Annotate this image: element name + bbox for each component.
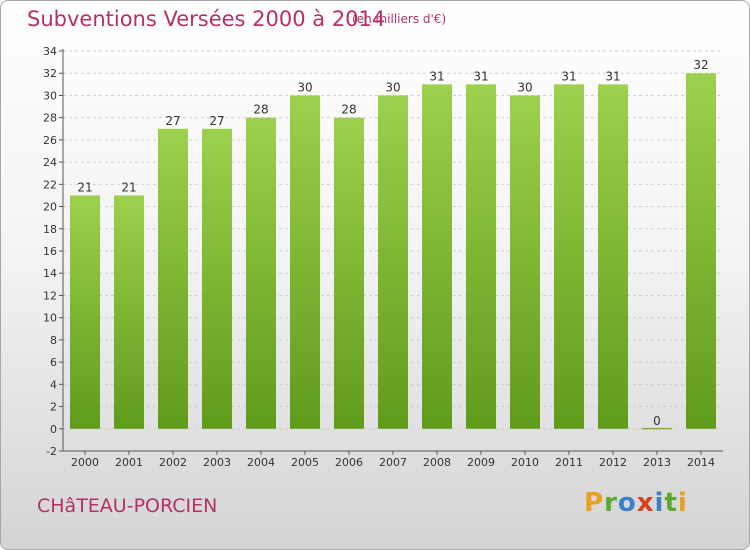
x-tick-label-2014: 2014 <box>687 456 715 469</box>
y-tick-label: 30 <box>43 89 57 102</box>
x-tick-label-2010: 2010 <box>511 456 539 469</box>
value-label-2009: 31 <box>473 69 488 83</box>
logo-letter: i <box>677 488 688 518</box>
bar-2008 <box>422 84 452 429</box>
bars <box>70 73 716 430</box>
y-tick-label: 8 <box>50 334 57 347</box>
logo-letter: P <box>584 488 605 518</box>
bar-2003 <box>202 128 232 429</box>
bar-2012 <box>598 84 628 429</box>
x-tick-label-2013: 2013 <box>643 456 671 469</box>
y-tick-label: 28 <box>43 112 57 125</box>
y-tick-label: 24 <box>43 156 57 169</box>
value-label-2008: 31 <box>429 69 444 83</box>
logo-letter: i <box>654 488 665 518</box>
bar-2014 <box>686 73 716 429</box>
value-label-2006: 28 <box>341 103 356 117</box>
value-labels: 21 21 27 27 28 30 28 30 31 31 30 31 31 0 32 <box>77 58 708 428</box>
x-tick-label-2009: 2009 <box>467 456 495 469</box>
y-tick-label: 0 <box>50 423 57 436</box>
proxiti-logo: Proxiti <box>584 488 688 518</box>
value-label-2011: 31 <box>561 69 576 83</box>
bar-2009 <box>466 84 496 429</box>
y-tick-label: 4 <box>50 378 57 391</box>
bar-2002 <box>158 128 188 429</box>
value-label-2010: 30 <box>517 80 532 94</box>
y-tick-label: 22 <box>43 178 57 191</box>
x-tick-label-2005: 2005 <box>291 456 319 469</box>
y-tick-label: 34 <box>43 45 57 58</box>
value-label-2005: 30 <box>297 80 312 94</box>
x-tick-label-2002: 2002 <box>159 456 187 469</box>
bar-2007 <box>378 95 408 429</box>
bar-2006 <box>334 117 364 429</box>
value-label-2003: 27 <box>209 114 224 128</box>
value-label-2013: 0 <box>653 414 661 428</box>
x-tick-label-2004: 2004 <box>247 456 275 469</box>
y-tick-label: 14 <box>43 267 57 280</box>
chart-title: Subventions Versées 2000 à 2014 <box>27 7 386 31</box>
bar-2001 <box>114 195 144 429</box>
y-tick-label: 2 <box>50 401 57 414</box>
y-tick-label: 32 <box>43 67 57 80</box>
y-tick-label: -2 <box>46 445 57 458</box>
value-label-2014: 32 <box>693 58 708 72</box>
value-label-2012: 31 <box>605 69 620 83</box>
x-tick-label-2007: 2007 <box>379 456 407 469</box>
value-label-2001: 21 <box>121 180 136 194</box>
y-tick-label: 20 <box>43 201 57 214</box>
bar-2005 <box>290 95 320 429</box>
commune-name: CHâTEAU-PORCIEN <box>37 495 218 517</box>
value-label-2004: 28 <box>253 103 268 117</box>
value-label-2000: 21 <box>77 180 92 194</box>
y-tick-label: 12 <box>43 289 57 302</box>
value-label-2002: 27 <box>165 114 180 128</box>
logo-letter: x <box>636 488 655 518</box>
x-tick-label-2011: 2011 <box>555 456 583 469</box>
bar-2011 <box>554 84 584 429</box>
chart-subtitle: (en milliers d'€) <box>352 12 447 26</box>
y-tick-label: 26 <box>43 134 57 147</box>
logo-letter: r <box>604 488 618 518</box>
logo-letter: o <box>617 488 637 518</box>
x-tick-label-2001: 2001 <box>115 456 143 469</box>
bar-2000 <box>70 195 100 429</box>
y-tick-label: 10 <box>43 312 57 325</box>
bar-2010 <box>510 95 540 429</box>
y-tick-label: 6 <box>50 356 57 369</box>
value-label-2007: 30 <box>385 80 400 94</box>
x-tick-label-2012: 2012 <box>599 456 627 469</box>
logo-letter: t <box>664 488 678 518</box>
y-tick-label: 16 <box>43 245 57 258</box>
x-tick-label-2003: 2003 <box>203 456 231 469</box>
y-tick-label: 18 <box>43 223 57 236</box>
bar-2004 <box>246 117 276 429</box>
bar-2013 <box>642 427 672 430</box>
x-tick-label-2008: 2008 <box>423 456 451 469</box>
x-tick-label-2006: 2006 <box>335 456 363 469</box>
x-tick-label-2000: 2000 <box>71 456 99 469</box>
